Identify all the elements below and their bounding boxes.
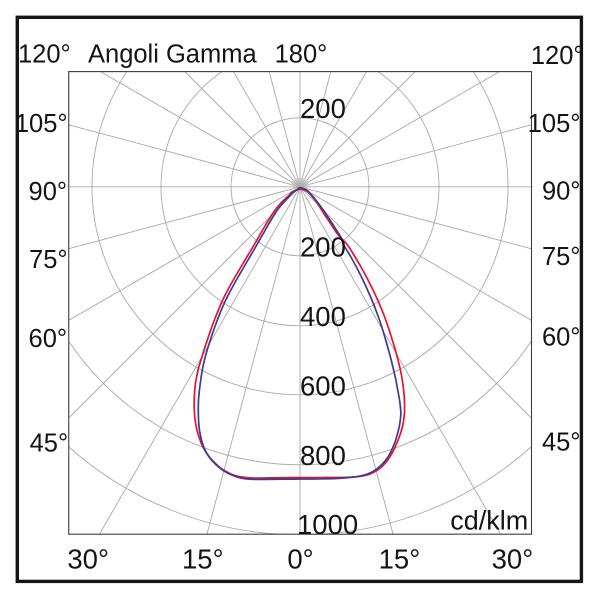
svg-text:800: 800 bbox=[300, 440, 346, 471]
svg-text:180°: 180° bbox=[275, 41, 328, 69]
svg-text:60°: 60° bbox=[542, 324, 581, 352]
svg-text:Angoli Gamma: Angoli Gamma bbox=[88, 41, 257, 69]
svg-text:600: 600 bbox=[300, 371, 346, 402]
svg-text:30°: 30° bbox=[67, 544, 109, 575]
svg-text:45°: 45° bbox=[30, 430, 69, 458]
svg-text:75°: 75° bbox=[542, 243, 581, 271]
svg-text:60°: 60° bbox=[29, 325, 68, 353]
svg-text:75°: 75° bbox=[29, 246, 68, 274]
svg-text:105°: 105° bbox=[528, 110, 581, 138]
svg-text:15°: 15° bbox=[379, 544, 421, 575]
svg-text:0°: 0° bbox=[287, 544, 313, 575]
svg-text:1000: 1000 bbox=[297, 509, 358, 540]
svg-text:200: 200 bbox=[300, 93, 346, 124]
svg-text:45°: 45° bbox=[542, 429, 581, 457]
svg-text:15°: 15° bbox=[182, 544, 224, 575]
svg-text:120°: 120° bbox=[18, 41, 71, 69]
svg-text:120°: 120° bbox=[531, 42, 584, 70]
svg-text:200: 200 bbox=[300, 232, 346, 263]
svg-text:90°: 90° bbox=[29, 178, 68, 206]
svg-text:400: 400 bbox=[300, 301, 346, 332]
svg-text:30°: 30° bbox=[492, 544, 534, 575]
svg-text:105°: 105° bbox=[15, 110, 68, 138]
svg-text:90°: 90° bbox=[542, 178, 581, 206]
svg-text:cd/klm: cd/klm bbox=[450, 506, 528, 536]
